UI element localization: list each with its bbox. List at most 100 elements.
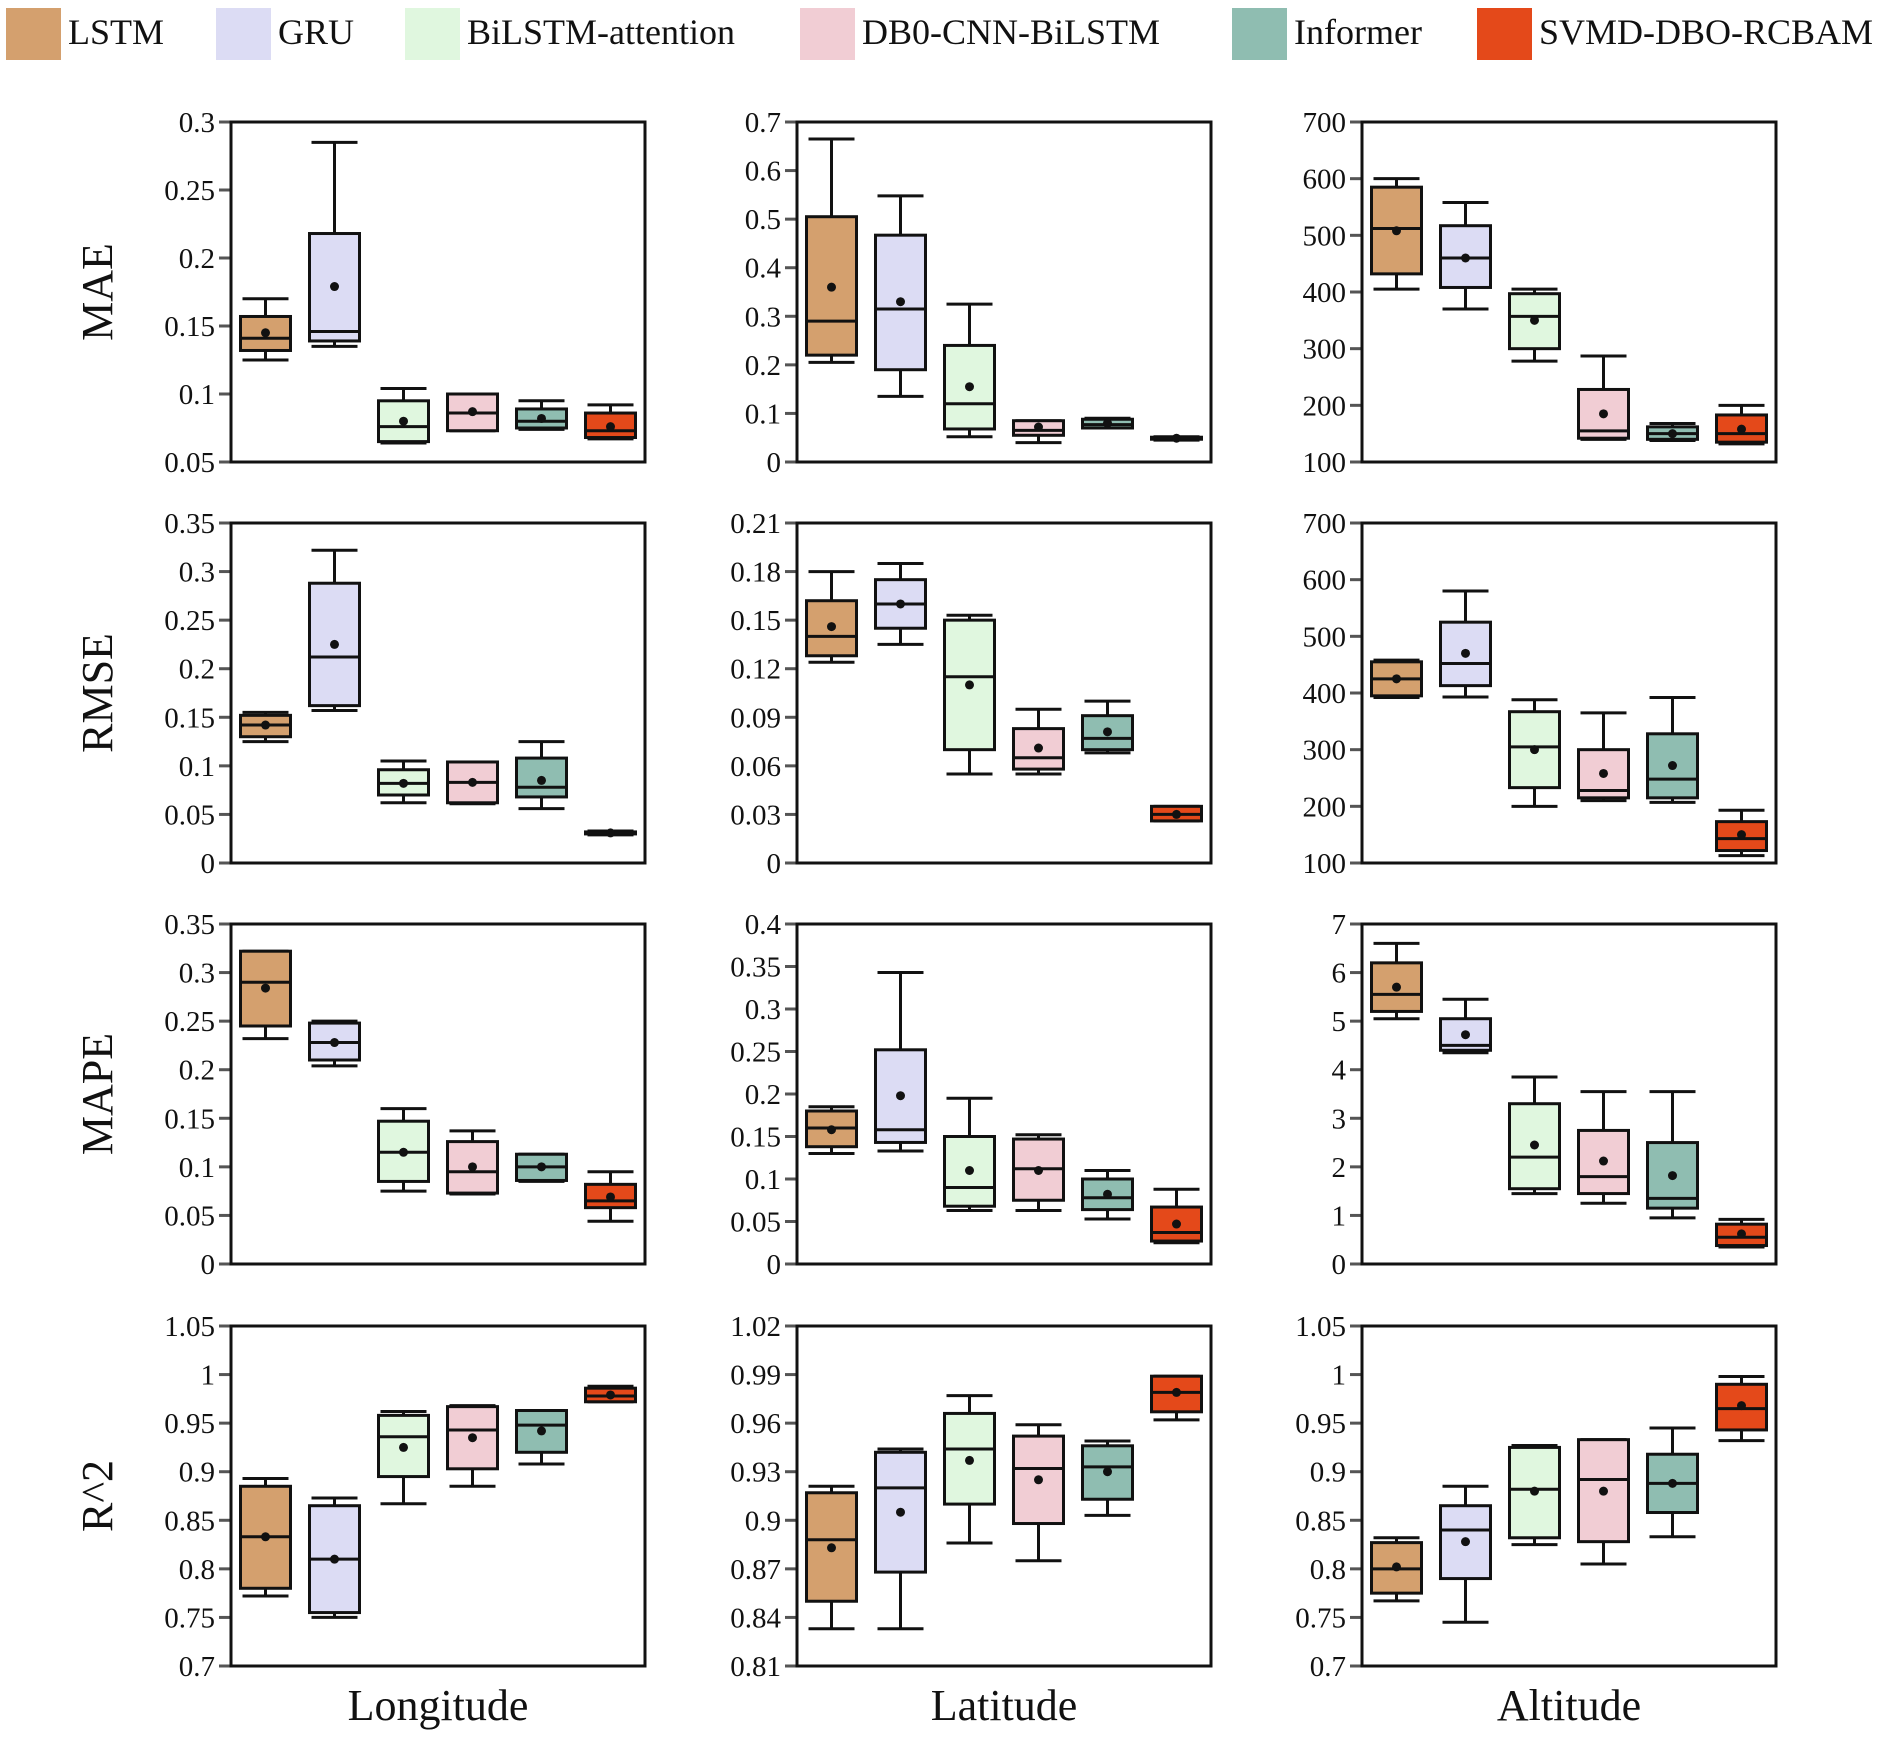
- mean-marker: [537, 775, 546, 785]
- box-bilstm-attention: [377, 387, 430, 445]
- mean-marker: [827, 1125, 836, 1135]
- y-tick-label: 0.85: [164, 1505, 215, 1537]
- box-informer: [515, 1152, 568, 1183]
- box-gru: [308, 1496, 361, 1619]
- y-tick-label: 0.2: [745, 350, 781, 382]
- box-gru: [874, 1447, 927, 1631]
- iqr-box: [1577, 1438, 1630, 1544]
- box-informer: [1081, 1169, 1134, 1221]
- y-tick-label: 0.95: [164, 1408, 215, 1440]
- panel-frame: [1360, 521, 1778, 865]
- box-informer: [1646, 1090, 1699, 1220]
- y-tick-label: 0.2: [745, 1079, 781, 1111]
- y-tick-label: 3: [1332, 1103, 1347, 1135]
- mean-marker: [537, 413, 546, 423]
- panel-frame: [795, 1324, 1213, 1668]
- axis-labels: MAE RMSE MAPE R^2 Longitude Latitude Altitude: [73, 243, 1641, 1730]
- y-tick-label: 0.4: [745, 253, 782, 285]
- box-bilstm-attention: [943, 1394, 996, 1545]
- box-db0-cnn-bilstm: [1577, 354, 1630, 441]
- panel-rmse-altitude: 100 200 300 400 500 600 700: [1303, 508, 1778, 880]
- box-informer: [1081, 1439, 1134, 1517]
- y-tick-label: 400: [1303, 277, 1347, 309]
- y-tick-label: 0.25: [164, 605, 215, 637]
- y-tick-label: 500: [1303, 621, 1347, 653]
- box-bilstm-attention: [1508, 698, 1561, 808]
- y-tick-label: 0.4: [745, 909, 782, 941]
- mean-marker: [606, 422, 615, 432]
- box-lstm: [239, 297, 292, 362]
- y-tick-label: 0.09: [730, 702, 781, 734]
- mean-marker: [827, 282, 836, 292]
- box-lstm: [1370, 658, 1423, 700]
- panel-frame: [1360, 1324, 1778, 1668]
- mean-marker: [1599, 768, 1608, 778]
- mean-marker: [896, 599, 905, 609]
- box-svmd-dbo-rcbam: [584, 1384, 637, 1404]
- y-tick-label: 0.2: [179, 243, 215, 275]
- mean-marker: [1668, 1478, 1677, 1488]
- y-tick-label: 0.81: [730, 1651, 781, 1683]
- mean-marker: [330, 1038, 339, 1048]
- y-tick-label: 0.35: [164, 909, 215, 941]
- box-svmd-dbo-rcbam: [1150, 804, 1203, 823]
- y-tick-label: 0.96: [730, 1408, 781, 1440]
- panel-frame: [229, 521, 647, 865]
- mean-marker: [261, 720, 270, 730]
- panel-rmse-longitude: 0 0.05 0.1 0.15 0.2 0.25 0.3 0.35: [164, 508, 647, 880]
- legend: LSTM GRU BiLSTM-attention DB0-CNN-BiLSTM Inf…: [6, 8, 1873, 60]
- mean-marker: [1530, 745, 1539, 755]
- mean-marker: [1599, 1156, 1608, 1166]
- y-tick-label: 0.25: [730, 1037, 781, 1069]
- box-db0-cnn-bilstm: [1012, 707, 1065, 776]
- mean-marker: [1599, 1486, 1608, 1496]
- y-tick-label: 0.15: [164, 1103, 215, 1135]
- row-label: MAE: [73, 243, 122, 341]
- y-tick-label: 0.12: [730, 654, 781, 686]
- mean-marker: [330, 282, 339, 292]
- y-tick-label: 0.75: [1295, 1602, 1346, 1634]
- legend-swatch: [405, 8, 460, 60]
- mean-marker: [1461, 253, 1470, 263]
- box-informer: [515, 1409, 568, 1466]
- panel-mape-altitude: 0 1 2 3 4 5 6 7: [1332, 909, 1778, 1281]
- y-tick-label: 1.05: [164, 1311, 215, 1343]
- box-bilstm-attention: [1508, 287, 1561, 363]
- y-tick-label: 600: [1303, 164, 1347, 196]
- box-db0-cnn-bilstm: [446, 760, 499, 806]
- y-tick-label: 300: [1303, 334, 1347, 366]
- y-tick-label: 5: [1332, 1006, 1347, 1038]
- y-tick-label: 0.25: [164, 175, 215, 207]
- y-tick-label: 0.7: [745, 107, 781, 139]
- box-lstm: [1370, 1536, 1423, 1603]
- y-tick-label: 0.06: [730, 751, 781, 783]
- y-tick-label: 1.02: [730, 1311, 781, 1343]
- y-tick-label: 0: [767, 848, 782, 880]
- y-tick-label: 0.5: [745, 204, 781, 236]
- box-gru: [308, 548, 361, 712]
- y-tick-label: 0.15: [730, 1122, 781, 1154]
- y-tick-label: 0.3: [179, 107, 215, 139]
- mean-marker: [1530, 1140, 1539, 1150]
- mean-marker: [537, 1426, 546, 1436]
- y-tick-label: 0.87: [730, 1554, 781, 1586]
- box-gru: [874, 561, 927, 646]
- row-label: RMSE: [73, 633, 122, 753]
- box-bilstm-attention: [943, 302, 996, 439]
- box-db0-cnn-bilstm: [446, 1404, 499, 1488]
- y-tick-label: 0.99: [730, 1360, 781, 1392]
- panel-r2-longitude: 0.7 0.75 0.8 0.85 0.9 0.95 1 1.05: [164, 1311, 647, 1683]
- y-tick-label: 0.21: [730, 508, 781, 540]
- mean-marker: [965, 1166, 974, 1175]
- panel-r2-altitude: 0.7 0.75 0.8 0.85 0.9 0.95 1 1.05: [1295, 1311, 1778, 1683]
- y-tick-label: 0.15: [164, 702, 215, 734]
- box-svmd-dbo-rcbam: [584, 1170, 637, 1223]
- panel-r2-latitude: 0.81 0.84 0.87 0.9 0.93 0.96 0.99 1.02: [730, 1311, 1213, 1683]
- box-bilstm-attention: [377, 759, 430, 805]
- mean-marker: [1737, 424, 1746, 434]
- y-tick-label: 0.75: [164, 1602, 215, 1634]
- box-lstm: [239, 949, 292, 1041]
- y-tick-label: 0.8: [179, 1554, 215, 1586]
- box-informer: [1646, 421, 1699, 442]
- mean-marker: [1737, 830, 1746, 840]
